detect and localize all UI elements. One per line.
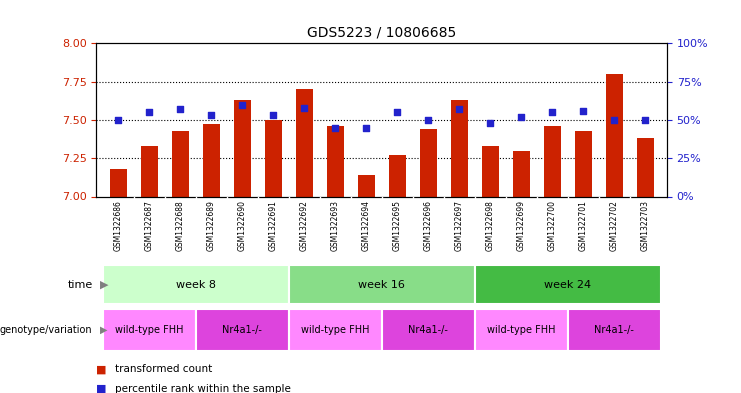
Text: GSM1322701: GSM1322701 bbox=[579, 200, 588, 251]
Bar bbox=[568, 309, 661, 351]
Bar bbox=[102, 309, 196, 351]
Text: week 16: week 16 bbox=[358, 280, 405, 290]
Text: GSM1322703: GSM1322703 bbox=[641, 200, 650, 251]
Bar bbox=[141, 146, 158, 196]
Text: time: time bbox=[67, 280, 93, 290]
Bar bbox=[327, 126, 344, 196]
Bar bbox=[637, 138, 654, 196]
Point bbox=[236, 101, 248, 108]
Text: GSM1322690: GSM1322690 bbox=[238, 200, 247, 251]
Point bbox=[639, 117, 651, 123]
Bar bbox=[102, 266, 288, 304]
Point bbox=[515, 114, 527, 120]
Point bbox=[329, 124, 341, 130]
Point bbox=[298, 105, 310, 111]
Text: Nr4a1-/-: Nr4a1-/- bbox=[222, 325, 262, 335]
Text: GSM1322686: GSM1322686 bbox=[113, 200, 122, 251]
Title: GDS5223 / 10806685: GDS5223 / 10806685 bbox=[307, 25, 456, 39]
Bar bbox=[575, 130, 592, 196]
Point bbox=[577, 108, 589, 114]
Text: ■: ■ bbox=[96, 384, 107, 393]
Text: GSM1322694: GSM1322694 bbox=[362, 200, 370, 251]
Text: GSM1322696: GSM1322696 bbox=[424, 200, 433, 251]
Text: wild-type FHH: wild-type FHH bbox=[487, 325, 556, 335]
Point bbox=[205, 112, 217, 118]
Text: Nr4a1-/-: Nr4a1-/- bbox=[594, 325, 634, 335]
Text: GSM1322698: GSM1322698 bbox=[485, 200, 495, 251]
Bar bbox=[475, 266, 661, 304]
Point bbox=[360, 124, 372, 130]
Point bbox=[143, 109, 155, 116]
Text: week 24: week 24 bbox=[544, 280, 591, 290]
Text: wild-type FHH: wild-type FHH bbox=[301, 325, 369, 335]
Text: ▶: ▶ bbox=[100, 280, 108, 290]
Bar bbox=[451, 100, 468, 196]
Bar bbox=[296, 89, 313, 196]
Bar bbox=[605, 74, 622, 196]
Text: GSM1322699: GSM1322699 bbox=[516, 200, 525, 251]
Point bbox=[608, 117, 620, 123]
Text: GSM1322687: GSM1322687 bbox=[144, 200, 153, 251]
Point bbox=[453, 106, 465, 112]
Text: ■: ■ bbox=[96, 364, 107, 375]
Text: ▶: ▶ bbox=[100, 325, 107, 335]
Bar bbox=[382, 309, 475, 351]
Point bbox=[484, 120, 496, 126]
Bar bbox=[196, 309, 288, 351]
Bar bbox=[265, 120, 282, 196]
Text: GSM1322702: GSM1322702 bbox=[610, 200, 619, 251]
Text: GSM1322700: GSM1322700 bbox=[548, 200, 556, 251]
Bar bbox=[233, 100, 250, 196]
Point bbox=[422, 117, 434, 123]
Text: GSM1322688: GSM1322688 bbox=[176, 200, 185, 251]
Text: GSM1322695: GSM1322695 bbox=[393, 200, 402, 251]
Bar bbox=[544, 126, 561, 196]
Bar bbox=[419, 129, 436, 196]
Text: GSM1322691: GSM1322691 bbox=[268, 200, 278, 251]
Bar bbox=[202, 125, 219, 196]
Text: GSM1322697: GSM1322697 bbox=[455, 200, 464, 251]
Bar bbox=[358, 175, 375, 196]
Bar bbox=[482, 146, 499, 196]
Text: GSM1322692: GSM1322692 bbox=[299, 200, 308, 251]
Text: percentile rank within the sample: percentile rank within the sample bbox=[115, 384, 290, 393]
Text: genotype/variation: genotype/variation bbox=[0, 325, 93, 335]
Text: Nr4a1-/-: Nr4a1-/- bbox=[408, 325, 448, 335]
Text: week 8: week 8 bbox=[176, 280, 216, 290]
Bar bbox=[110, 169, 127, 196]
Bar bbox=[513, 151, 530, 196]
Point bbox=[112, 117, 124, 123]
Text: wild-type FHH: wild-type FHH bbox=[115, 325, 183, 335]
Bar bbox=[171, 130, 188, 196]
Bar bbox=[475, 309, 568, 351]
Bar bbox=[288, 266, 475, 304]
Point bbox=[546, 109, 558, 116]
Bar bbox=[388, 155, 405, 196]
Point bbox=[174, 106, 186, 112]
Text: GSM1322689: GSM1322689 bbox=[207, 200, 216, 251]
Text: transformed count: transformed count bbox=[115, 364, 212, 375]
Point bbox=[268, 112, 279, 118]
Text: GSM1322693: GSM1322693 bbox=[330, 200, 339, 251]
Point bbox=[391, 109, 403, 116]
Bar bbox=[288, 309, 382, 351]
